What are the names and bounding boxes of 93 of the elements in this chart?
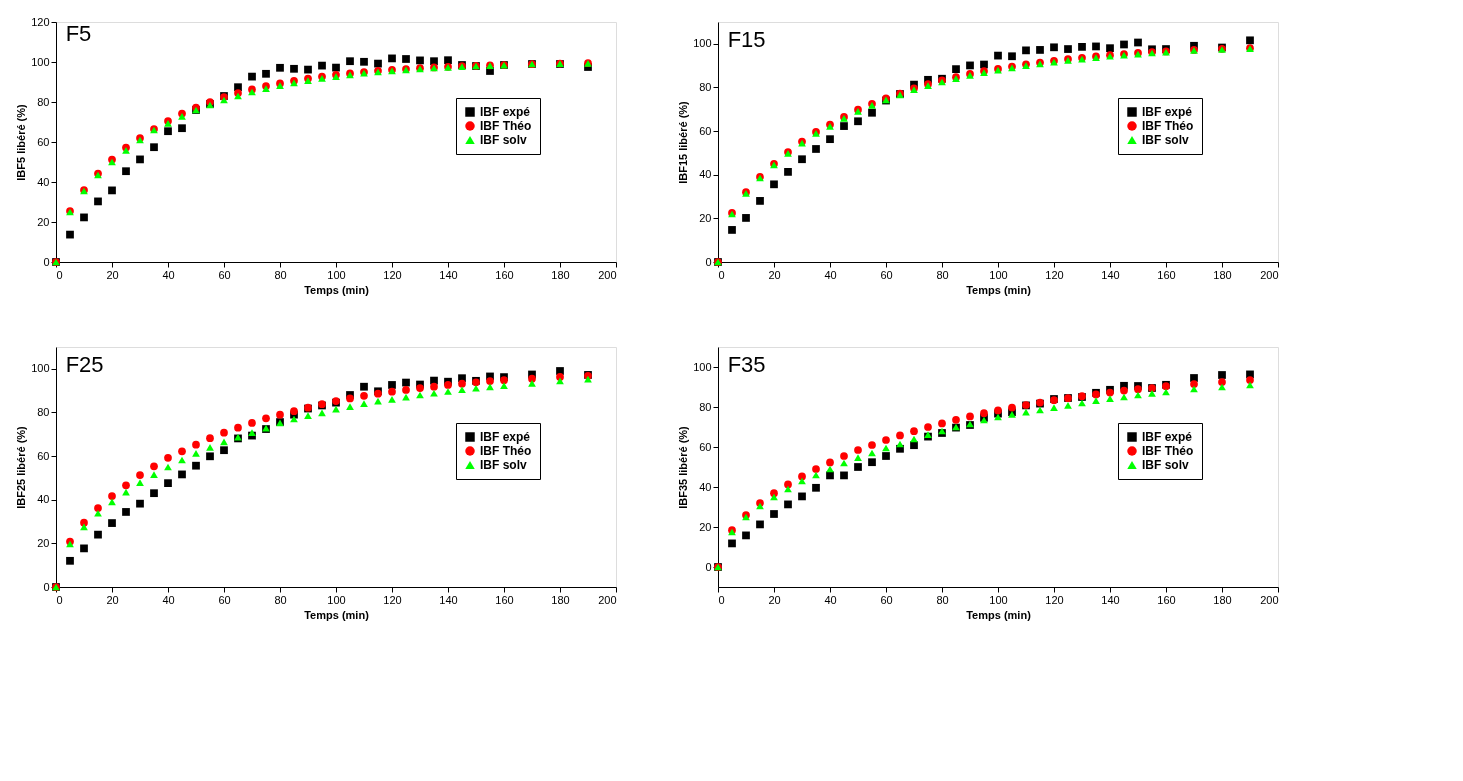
x-tick-label: 80 [274, 593, 287, 606]
y-tick-label: 80 [699, 80, 712, 93]
x-tick-label: 60 [218, 593, 231, 606]
y-axis-title: IBF5 libéré (%) [15, 103, 28, 181]
legend-label: IBF solv [1142, 458, 1189, 472]
y-tick-label: 40 [37, 493, 50, 506]
x-tick-label: 120 [383, 593, 402, 606]
x-tick-label: 0 [718, 593, 725, 606]
y-tick-label: 60 [37, 449, 50, 462]
x-axis-title: Temps (min) [966, 608, 1032, 621]
x-tick-label: 60 [880, 268, 893, 281]
x-tick-label: 140 [439, 593, 458, 606]
x-tick-label: 60 [880, 593, 893, 606]
chart-title: F25 [65, 352, 104, 377]
y-tick-label: 20 [699, 520, 712, 533]
x-tick-label: 140 [439, 268, 458, 281]
y-tick-label: 40 [699, 480, 712, 493]
y-tick-label: 0 [705, 560, 712, 573]
legend-label: IBF expé [480, 430, 531, 444]
x-tick-label: 120 [383, 268, 402, 281]
legend-label: IBF expé [1142, 430, 1193, 444]
y-tick-label: 60 [699, 124, 712, 137]
x-tick-label: 0 [718, 268, 725, 281]
legend-label: IBF solv [1142, 133, 1189, 147]
legend-label: IBF solv [480, 133, 527, 147]
x-tick-label: 200 [598, 268, 617, 281]
y-tick-label: 100 [693, 37, 712, 50]
x-tick-label: 160 [495, 593, 514, 606]
y-tick-label: 0 [705, 255, 712, 268]
x-tick-label: 60 [218, 268, 231, 281]
x-tick-label: 120 [1045, 268, 1064, 281]
y-tick-label: 80 [37, 405, 50, 418]
x-tick-label: 40 [162, 268, 175, 281]
x-tick-label: 140 [1101, 268, 1120, 281]
y-tick-label: 20 [699, 211, 712, 224]
y-tick-label: 60 [37, 135, 50, 148]
x-tick-label: 20 [106, 268, 119, 281]
x-tick-label: 40 [824, 268, 837, 281]
x-tick-label: 80 [936, 593, 949, 606]
chart-title: F35 [727, 352, 766, 377]
x-tick-label: 20 [106, 593, 119, 606]
x-axis-title: Temps (min) [966, 283, 1032, 296]
legend-label: IBF Théo [480, 444, 532, 458]
x-tick-label: 180 [1213, 593, 1232, 606]
y-tick-label: 100 [693, 360, 712, 373]
y-tick-label: 120 [31, 15, 50, 28]
chart-title: F15 [727, 27, 766, 52]
y-tick-label: 0 [43, 255, 50, 268]
x-tick-label: 200 [1260, 593, 1279, 606]
x-tick-label: 160 [1157, 593, 1176, 606]
y-tick-label: 60 [699, 440, 712, 453]
legend-label: IBF Théo [480, 119, 532, 133]
x-tick-label: 0 [56, 593, 63, 606]
x-tick-label: 40 [162, 593, 175, 606]
x-tick-label: 180 [1213, 268, 1232, 281]
x-tick-label: 180 [551, 593, 570, 606]
legend-label: IBF Théo [1142, 444, 1194, 458]
x-tick-label: 200 [1260, 268, 1279, 281]
legend-label: IBF expé [480, 105, 531, 119]
y-axis-title: IBF35 libéré (%) [677, 425, 690, 509]
y-axis-title: IBF15 libéré (%) [677, 100, 690, 184]
x-axis-title: Temps (min) [304, 608, 370, 621]
y-tick-label: 40 [37, 175, 50, 188]
x-tick-label: 40 [824, 593, 837, 606]
x-tick-label: 120 [1045, 593, 1064, 606]
x-tick-label: 80 [274, 268, 287, 281]
chart-title: F5 [65, 21, 92, 46]
x-tick-label: 100 [327, 268, 346, 281]
legend-label: IBF solv [480, 458, 527, 472]
y-axis-title: IBF25 libéré (%) [15, 425, 28, 509]
x-tick-label: 100 [327, 593, 346, 606]
y-tick-label: 20 [37, 215, 50, 228]
y-tick-label: 100 [31, 362, 50, 375]
legend-label: IBF Théo [1142, 119, 1194, 133]
y-tick-label: 40 [699, 168, 712, 181]
x-tick-label: 160 [1157, 268, 1176, 281]
x-tick-label: 20 [768, 593, 781, 606]
x-tick-label: 180 [551, 268, 570, 281]
y-tick-label: 80 [37, 95, 50, 108]
x-tick-label: 140 [1101, 593, 1120, 606]
x-tick-label: 20 [768, 268, 781, 281]
y-tick-label: 20 [37, 536, 50, 549]
x-tick-label: 100 [989, 593, 1008, 606]
x-axis-title: Temps (min) [304, 283, 370, 296]
x-tick-label: 200 [598, 593, 617, 606]
y-tick-label: 80 [699, 400, 712, 413]
y-tick-label: 100 [31, 55, 50, 68]
x-tick-label: 160 [495, 268, 514, 281]
y-tick-label: 0 [43, 580, 50, 593]
x-tick-label: 0 [56, 268, 63, 281]
legend-label: IBF expé [1142, 105, 1193, 119]
x-tick-label: 100 [989, 268, 1008, 281]
x-tick-label: 80 [936, 268, 949, 281]
